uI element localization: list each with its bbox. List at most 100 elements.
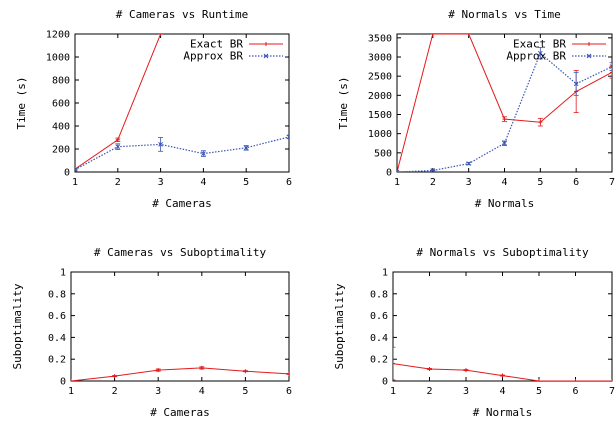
y-tick-label: 1 xyxy=(382,268,388,279)
data-point xyxy=(75,167,78,172)
data-point xyxy=(112,374,117,379)
x-tick-label: 3 xyxy=(158,177,164,188)
y-tick-label: 0.8 xyxy=(370,289,388,300)
y-tick-label: 1200 xyxy=(46,30,70,41)
x-tick-label: 2 xyxy=(426,386,432,397)
y-tick-label: 2000 xyxy=(368,91,392,102)
y-axis-label: Suboptimality xyxy=(11,283,24,369)
y-tick-label: 0.6 xyxy=(48,311,66,322)
data-point xyxy=(502,140,507,146)
x-tick-label: 1 xyxy=(68,386,74,397)
y-tick-label: 0.2 xyxy=(370,355,388,366)
data-point xyxy=(287,371,289,376)
y-tick-label: 3000 xyxy=(368,53,392,64)
data-point xyxy=(464,368,468,373)
y-axis-label: Time (s) xyxy=(337,77,350,130)
data-point xyxy=(430,34,435,36)
y-tick-label: 0.2 xyxy=(48,355,66,366)
y-tick-label: 0 xyxy=(386,168,392,179)
error-bar xyxy=(393,346,396,381)
data-point xyxy=(502,117,507,122)
data-point xyxy=(115,144,121,150)
legend-label: Approx BR xyxy=(183,50,243,63)
plot-frame xyxy=(392,271,613,382)
series-1 xyxy=(397,34,612,172)
x-tick-label: 5 xyxy=(243,177,249,188)
x-tick-label: 6 xyxy=(286,177,292,188)
x-tick-label: 2 xyxy=(430,177,436,188)
y-tick-label: 3500 xyxy=(368,33,392,44)
y-tick-label: 0 xyxy=(382,377,388,388)
x-tick-label: 3 xyxy=(155,386,161,397)
y-tick-label: 0 xyxy=(64,168,70,179)
y-tick-label: 600 xyxy=(52,99,70,110)
x-tick-label: 1 xyxy=(72,177,78,188)
data-point xyxy=(573,379,578,381)
x-tick-label: 4 xyxy=(199,386,205,397)
data-point xyxy=(609,64,612,69)
chart-panel-1: 1 2 3 4 5 6 0 200 400 600 800 1000 1200 # Cameras vs … xyxy=(15,8,292,210)
data-point xyxy=(243,145,249,151)
data-point xyxy=(538,120,543,125)
plot-frame xyxy=(396,33,613,173)
x-axis-label: # Cameras xyxy=(152,197,212,210)
x-tick-label: 6 xyxy=(572,386,578,397)
chart-title: # Normals vs Time xyxy=(448,8,561,21)
series-line xyxy=(71,367,289,381)
chart-title: # Normals vs Suboptimality xyxy=(416,246,589,259)
x-tick-label: 1 xyxy=(394,177,400,188)
y-tick-label: 400 xyxy=(52,122,70,133)
chart-panel-3: 1 2 3 4 5 6 0 0.2 0.4 0.6 0.8 1 # Cameras vs Subopti… xyxy=(11,246,292,419)
series-line xyxy=(75,136,289,171)
x-tick-label: 4 xyxy=(501,177,507,188)
y-tick-label: 0.6 xyxy=(370,311,388,322)
x-tick-label: 5 xyxy=(537,177,543,188)
x-tick-label: 5 xyxy=(242,386,248,397)
series-1 xyxy=(71,365,289,381)
series-line xyxy=(397,52,612,172)
legend-label: Exact BR xyxy=(513,38,566,51)
data-point xyxy=(466,34,471,36)
data-point xyxy=(201,151,206,156)
legend-marker xyxy=(264,42,268,46)
y-tick-label: 200 xyxy=(52,145,70,156)
series-1 xyxy=(393,346,612,381)
legend-marker xyxy=(263,53,269,59)
error-bar xyxy=(286,372,289,375)
data-point xyxy=(610,379,612,381)
series-2 xyxy=(75,134,289,172)
legend-label: Exact BR xyxy=(190,38,243,51)
y-tick-label: 2500 xyxy=(368,72,392,83)
data-point xyxy=(537,379,541,381)
x-tick-label: 1 xyxy=(390,386,396,397)
series-1 xyxy=(75,34,163,172)
y-tick-label: 800 xyxy=(52,76,70,87)
data-point xyxy=(199,365,204,370)
data-point xyxy=(158,34,163,36)
y-tick-label: 1000 xyxy=(368,129,392,140)
x-tick-label: 3 xyxy=(463,386,469,397)
legend-marker xyxy=(586,53,592,59)
x-tick-label: 2 xyxy=(115,177,121,188)
data-point xyxy=(286,134,289,140)
x-tick-label: 7 xyxy=(609,386,615,397)
chart-panel-4: 1 2 3 4 5 6 7 0 0.2 0.4 0.6 0.8 1 # Normals vs Subopt… xyxy=(333,246,615,419)
chart-title: # Cameras vs Runtime xyxy=(116,8,248,21)
x-tick-label: 5 xyxy=(536,386,542,397)
x-tick-label: 4 xyxy=(499,386,505,397)
data-point xyxy=(466,161,472,166)
x-tick-label: 4 xyxy=(200,177,206,188)
legend-label: Approx BR xyxy=(506,50,566,63)
data-point xyxy=(430,168,436,172)
data-point xyxy=(573,81,579,87)
data-point xyxy=(156,368,161,373)
x-axis-label: # Normals xyxy=(473,406,533,419)
data-point xyxy=(393,361,395,366)
x-axis-label: # Normals xyxy=(475,197,535,210)
y-tick-label: 0 xyxy=(60,377,66,388)
chart-title: # Cameras vs Suboptimality xyxy=(94,246,267,259)
x-tick-label: 6 xyxy=(286,386,292,397)
